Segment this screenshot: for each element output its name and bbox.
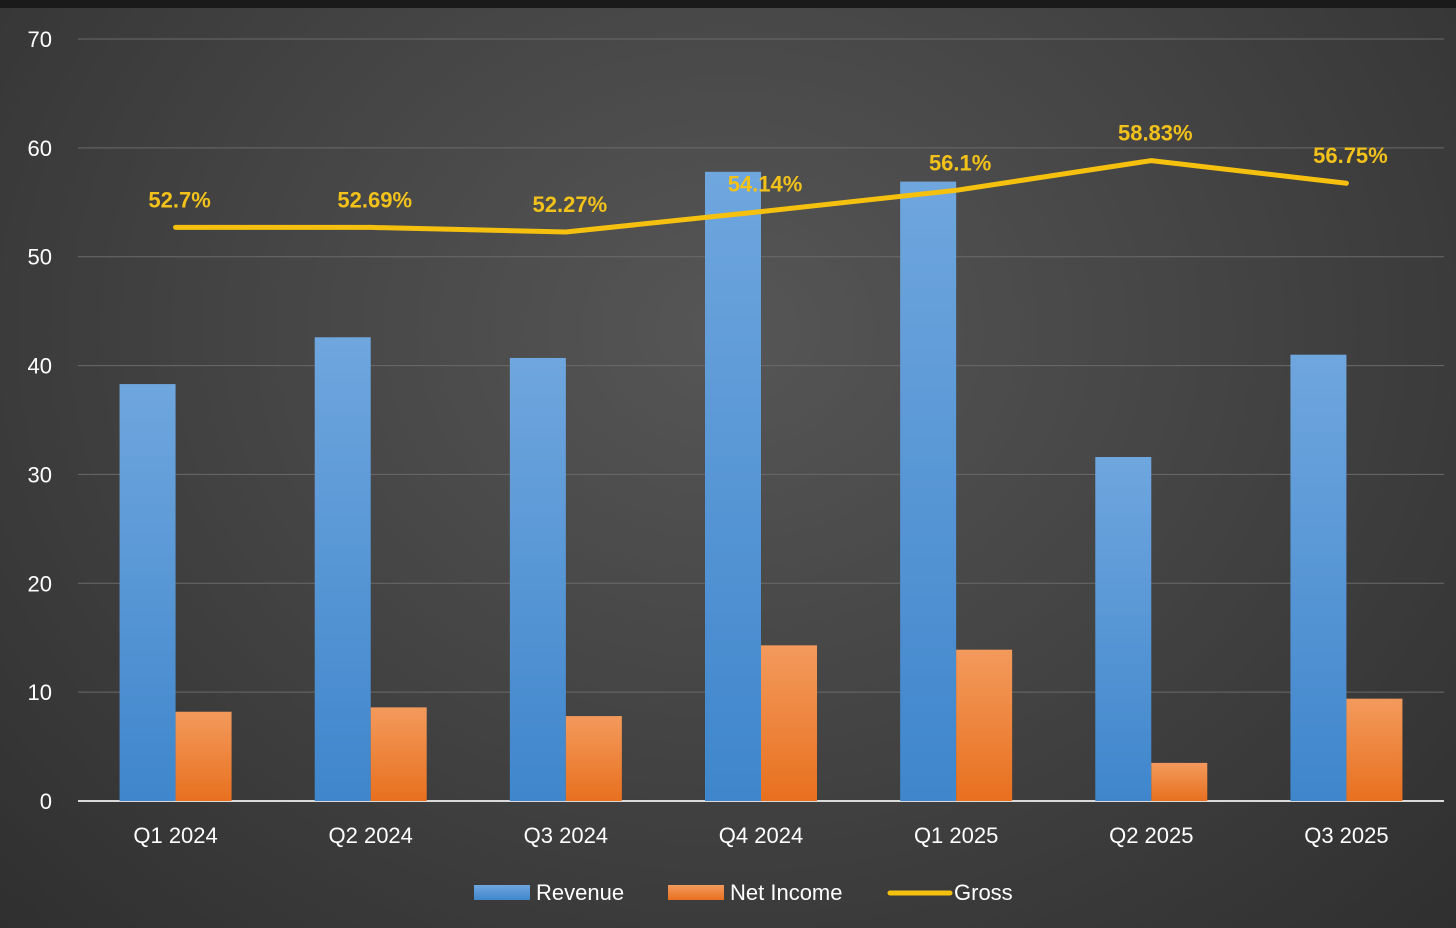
net-income-bar [1151, 762, 1208, 801]
revenue-bar [119, 384, 176, 801]
revenue-bar [314, 337, 371, 801]
legend: Revenue Net Income Gross [474, 880, 1013, 905]
x-tick-label: Q3 2024 [524, 823, 608, 848]
x-tick-label: Q3 2025 [1304, 823, 1388, 848]
gross-data-label: 52.27% [533, 192, 608, 217]
legend-revenue: Revenue [474, 880, 624, 905]
legend-revenue-swatch [474, 885, 530, 900]
x-axis: Q1 2024 Q2 2024 Q3 2024 Q4 2024 Q1 2025 Q2 20… [133, 823, 1388, 848]
y-tick-label: 60 [28, 136, 52, 161]
y-tick-label: 50 [28, 245, 52, 270]
y-tick-label: 70 [28, 27, 52, 52]
gross-data-label: 56.1% [929, 150, 991, 175]
x-tick-label: Q4 2024 [719, 823, 803, 848]
net-income-bar [175, 711, 232, 801]
y-tick-label: 20 [28, 571, 52, 596]
gross-line-series: 52.7% 52.69% 52.27% 54.14% 56.1% 58.83% 56.75% [148, 121, 1388, 235]
legend-gross-label: Gross [954, 880, 1013, 905]
legend-net-income-label: Net Income [730, 880, 843, 905]
gross-data-label: 54.14% [728, 172, 803, 197]
net-income-bar [1346, 698, 1403, 801]
x-tick-label: Q1 2024 [133, 823, 217, 848]
gross-data-label: 58.83% [1118, 121, 1193, 146]
revenue-bar [1290, 354, 1347, 801]
gross-line [173, 158, 1349, 235]
revenue-bar [1095, 457, 1152, 801]
gross-data-label: 52.69% [337, 187, 412, 212]
x-tick-label: Q1 2025 [914, 823, 998, 848]
y-tick-label: 30 [28, 462, 52, 487]
revenue-bar [705, 171, 761, 801]
revenue-bar [509, 357, 566, 801]
gross-data-label: 56.75% [1313, 143, 1388, 168]
revenue-bar [900, 181, 957, 802]
net-income-bar [761, 645, 817, 801]
y-tick-label: 40 [28, 354, 52, 379]
y-tick-label: 0 [40, 789, 52, 814]
net-income-bar [370, 707, 427, 801]
legend-net-income: Net Income [668, 880, 843, 905]
chart-container: 0 10 20 30 40 50 60 70 52.7% 52.69% 52.27% 54.14% 5… [0, 8, 1456, 928]
legend-revenue-label: Revenue [536, 880, 624, 905]
net-income-bar [956, 649, 1013, 801]
legend-gross: Gross [887, 880, 1013, 905]
bars [119, 171, 1403, 802]
x-tick-label: Q2 2024 [329, 823, 413, 848]
y-tick-label: 10 [28, 680, 52, 705]
gross-data-label: 52.7% [148, 187, 210, 212]
net-income-bar [565, 716, 622, 801]
x-tick-label: Q2 2025 [1109, 823, 1193, 848]
legend-net-income-swatch [668, 885, 724, 900]
